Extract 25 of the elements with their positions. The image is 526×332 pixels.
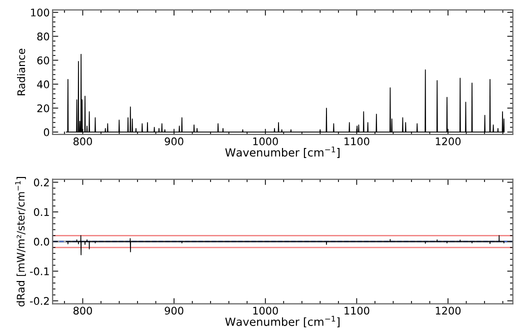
y-tick-label: 60 <box>37 56 50 64</box>
x-tick-label: 900 <box>164 137 184 146</box>
y-tick-label: -0.2 <box>30 297 49 305</box>
x-axis-title: Wavenumber [cm$^{−1}$] <box>225 146 340 158</box>
y-axis-title: Radiance <box>17 48 26 96</box>
y-tick-label: 80 <box>37 32 50 40</box>
x-tick-label: 1100 <box>344 306 370 315</box>
x-axis-title: Wavenumber [cm$^{−1}$] <box>225 316 340 328</box>
y-tick-label: 0.0 <box>34 238 50 246</box>
y-axis-title: dRad [mW/m²/ster/cm$^{−1}$] <box>15 177 26 306</box>
y-tick-label: 0.2 <box>34 178 49 186</box>
x-tick-label: 1000 <box>253 137 278 146</box>
x-tick-label: 800 <box>74 137 92 146</box>
y-tick-label: 40 <box>37 80 50 88</box>
x-tick-label: 1200 <box>436 137 461 146</box>
y-tick-label: -0.1 <box>30 267 49 276</box>
x-tick-label: 1200 <box>436 306 461 315</box>
y-tick-label: 0.1 <box>34 208 49 216</box>
x-tick-label: 1100 <box>344 137 370 146</box>
x-tick-label: 1000 <box>253 306 278 315</box>
x-tick-label: 900 <box>164 306 184 315</box>
y-tick-label: 20 <box>37 104 50 112</box>
y-tick-label: 0 <box>44 128 50 136</box>
y-tick-label: 100 <box>31 8 50 16</box>
x-tick-label: 800 <box>74 306 92 315</box>
